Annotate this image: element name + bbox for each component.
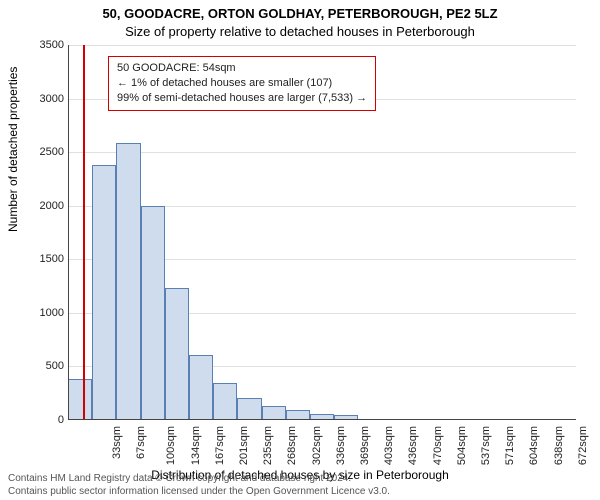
histogram-bar — [262, 406, 286, 420]
x-tick-label: 201sqm — [238, 426, 250, 465]
histogram-bar — [92, 165, 116, 420]
property-info-box: 50 GOODACRE: 54sqm ← 1% of detached hous… — [108, 56, 376, 111]
x-tick-label: 470sqm — [432, 426, 444, 465]
histogram-bar — [189, 355, 213, 420]
grid-line — [68, 152, 576, 153]
x-tick-label: 134sqm — [190, 426, 202, 465]
y-tick-label: 1000 — [16, 307, 64, 319]
info-line-larger: 99% of semi-detached houses are larger (… — [117, 91, 367, 106]
y-tick-label: 2000 — [16, 200, 64, 212]
grid-line — [68, 45, 576, 46]
x-tick-label: 33sqm — [111, 426, 123, 459]
histogram-bar — [116, 143, 140, 421]
x-tick-label: 571sqm — [504, 426, 516, 465]
histogram-bar — [237, 398, 261, 421]
histogram-bar — [213, 383, 237, 421]
property-marker-line — [83, 45, 85, 420]
x-tick-label: 100sqm — [166, 426, 178, 465]
info-line-smaller: ← 1% of detached houses are smaller (107… — [117, 76, 367, 91]
footer-line-1: Contains HM Land Registry data © Crown c… — [8, 473, 592, 486]
x-tick-label: 604sqm — [528, 426, 540, 465]
y-tick-label: 3500 — [16, 39, 64, 51]
y-axis-label: Number of detached properties — [6, 67, 20, 232]
x-tick-label: 67sqm — [135, 426, 147, 459]
x-tick-label: 302sqm — [311, 426, 323, 465]
x-tick-label: 167sqm — [214, 426, 226, 465]
x-axis — [68, 419, 576, 420]
x-tick-label: 336sqm — [335, 426, 347, 465]
histogram-bar — [141, 206, 165, 420]
x-tick-label: 369sqm — [359, 426, 371, 465]
x-tick-label: 436sqm — [408, 426, 420, 465]
x-tick-label: 672sqm — [577, 426, 589, 465]
x-tick-label: 268sqm — [287, 426, 299, 465]
x-tick-label: 403sqm — [383, 426, 395, 465]
x-tick-label: 537sqm — [480, 426, 492, 465]
histogram-bar — [68, 379, 92, 420]
y-tick-label: 3000 — [16, 93, 64, 105]
x-tick-label: 504sqm — [456, 426, 468, 465]
info-line-size: 50 GOODACRE: 54sqm — [117, 61, 367, 76]
chart-title-address: 50, GOODACRE, ORTON GOLDHAY, PETERBOROUG… — [0, 6, 600, 21]
x-tick-label: 235sqm — [262, 426, 274, 465]
y-tick-label: 2500 — [16, 146, 64, 158]
y-tick-label: 0 — [16, 414, 64, 426]
y-axis — [68, 45, 69, 420]
footer-attribution: Contains HM Land Registry data © Crown c… — [0, 473, 600, 498]
y-tick-label: 1500 — [16, 253, 64, 265]
footer-line-2: Contains public sector information licen… — [8, 486, 592, 499]
histogram-bar — [165, 288, 189, 420]
chart-title-subject: Size of property relative to detached ho… — [0, 24, 600, 39]
y-tick-label: 500 — [16, 360, 64, 372]
x-tick-label: 638sqm — [553, 426, 565, 465]
